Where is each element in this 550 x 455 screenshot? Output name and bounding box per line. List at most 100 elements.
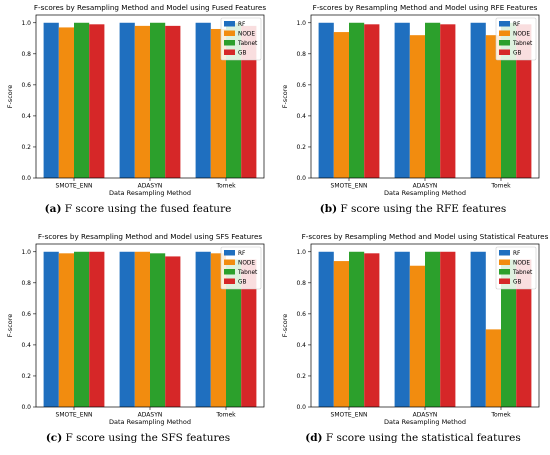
y-tick-label: 0.8 — [21, 51, 31, 58]
y-tick-label: 0.0 — [21, 404, 31, 411]
x-tick-label: ADASYN — [138, 183, 163, 190]
bar-gb — [364, 24, 380, 178]
y-tick-label: 0.6 — [296, 311, 306, 318]
y-tick-label: 0.6 — [21, 82, 31, 89]
x-tick-label: SMOTE_ENN — [56, 412, 93, 419]
bar-tabnet — [425, 251, 441, 407]
panel-c: F-scores by Resampling Method and Model … — [2, 229, 274, 455]
bar-node — [58, 253, 74, 407]
bar-rf — [318, 251, 334, 407]
bar-tabnet — [349, 22, 365, 179]
chart-title: F-scores by Resampling Method and Model … — [302, 232, 549, 241]
axes-frame — [310, 14, 540, 179]
panel-d: F-scores by Resampling Method and Model … — [277, 229, 549, 455]
bar-tabnet — [425, 22, 441, 179]
bar-rf — [119, 251, 135, 407]
bar-gb — [440, 24, 456, 178]
bar-rf — [195, 22, 211, 179]
legend-label-rf: RF — [513, 251, 520, 257]
y-tick-label: 0.2 — [21, 373, 31, 380]
caption-d-text: F score using the statistical features — [325, 432, 521, 444]
bar-gb — [241, 25, 257, 178]
caption-b-text: F score using the RFE features — [340, 203, 507, 215]
chart-title: F-scores by Resampling Method and Model … — [38, 232, 263, 241]
x-axis-label: Data Resampling Method — [109, 189, 191, 197]
caption-d-label: (d) — [305, 432, 323, 444]
bar-node — [210, 253, 226, 407]
y-tick-label: 0.4 — [21, 342, 31, 349]
caption-b: (b) F score using the RFE features — [277, 203, 549, 215]
bar-tabnet — [349, 251, 365, 407]
legend: RF NODE Tabnet GB — [220, 17, 262, 61]
legend: RF NODE Tabnet GB — [495, 246, 537, 290]
bar-rf — [119, 22, 135, 179]
x-tick-label: ADASYN — [413, 412, 438, 419]
bar-tabnet — [501, 259, 517, 407]
bar-node — [210, 28, 226, 178]
x-tick-label: SMOTE_ENN — [331, 412, 368, 419]
bar-gb — [516, 259, 532, 407]
bar-rf — [394, 22, 410, 179]
chart-title: F-scores by Resampling Method and Model … — [34, 3, 266, 12]
legend-swatch-tabnet — [499, 40, 510, 46]
bar-rf — [470, 251, 486, 407]
bar-rf — [195, 251, 211, 407]
axes-frame — [35, 243, 265, 408]
legend-label-gb: GB — [238, 280, 246, 286]
chart-a: F-scores by Resampling Method and Model … — [6, 3, 266, 197]
legend-label-tabnet: Tabnet — [512, 41, 533, 47]
caption-b-label: (b) — [319, 203, 338, 215]
x-axis-label: Data Resampling Method — [384, 418, 466, 426]
legend-label-gb: GB — [513, 51, 521, 57]
y-tick-label: 0.0 — [21, 175, 31, 182]
y-axis-label: F-score — [281, 314, 289, 338]
legend: RF NODE Tabnet GB — [495, 17, 537, 61]
bar-gb — [165, 25, 181, 178]
y-tick-label: 0.0 — [296, 175, 306, 182]
legend: RF NODE Tabnet GB — [220, 246, 262, 290]
bar-node — [485, 35, 501, 178]
bar-tabnet — [150, 22, 166, 179]
legend-swatch-tabnet — [499, 269, 510, 275]
y-tick-label: 0.4 — [296, 342, 306, 349]
legend-label-node: NODE — [513, 32, 530, 38]
bar-tabnet — [501, 22, 517, 179]
y-tick-label: 0.8 — [21, 280, 31, 287]
y-tick-label: 0.8 — [296, 51, 306, 58]
legend-swatch-rf — [224, 21, 235, 27]
legend-swatch-gb — [224, 49, 235, 55]
bar-gb — [241, 259, 257, 407]
bar-gb — [440, 251, 456, 407]
bar-gb — [516, 24, 532, 178]
x-tick-label: SMOTE_ENN — [331, 183, 368, 190]
legend-swatch-tabnet — [224, 40, 235, 46]
bar-node — [409, 265, 425, 407]
y-tick-label: 1.0 — [296, 20, 306, 27]
caption-a-label: (a) — [44, 203, 62, 215]
legend-label-node: NODE — [238, 261, 255, 267]
legend-label-rf: RF — [238, 251, 245, 257]
x-axis-label: Data Resampling Method — [384, 189, 466, 197]
bar-rf — [43, 22, 59, 179]
x-tick-label: Tomek — [490, 412, 511, 419]
y-tick-label: 0.6 — [21, 311, 31, 318]
legend-swatch-node — [224, 259, 235, 265]
bar-tabnet — [226, 22, 242, 179]
bar-node — [333, 261, 349, 407]
legend-label-gb: GB — [513, 280, 521, 286]
legend-label-tabnet: Tabnet — [237, 270, 258, 276]
legend-swatch-tabnet — [224, 269, 235, 275]
caption-c-label: (c) — [45, 432, 63, 444]
bar-gb — [364, 253, 380, 407]
bar-rf — [318, 22, 334, 179]
legend-swatch-gb — [224, 278, 235, 284]
y-tick-label: 0.2 — [296, 373, 306, 380]
x-tick-label: Tomek — [215, 412, 236, 419]
y-tick-label: 0.4 — [296, 113, 306, 120]
x-axis-label: Data Resampling Method — [109, 418, 191, 426]
caption-a-text: F score using the fused feature — [64, 203, 232, 215]
chart-b: F-scores by Resampling Method and Model … — [281, 3, 540, 197]
y-axis-label: F-score — [6, 314, 14, 338]
legend-swatch-node — [499, 30, 510, 36]
y-tick-label: 1.0 — [21, 20, 31, 27]
